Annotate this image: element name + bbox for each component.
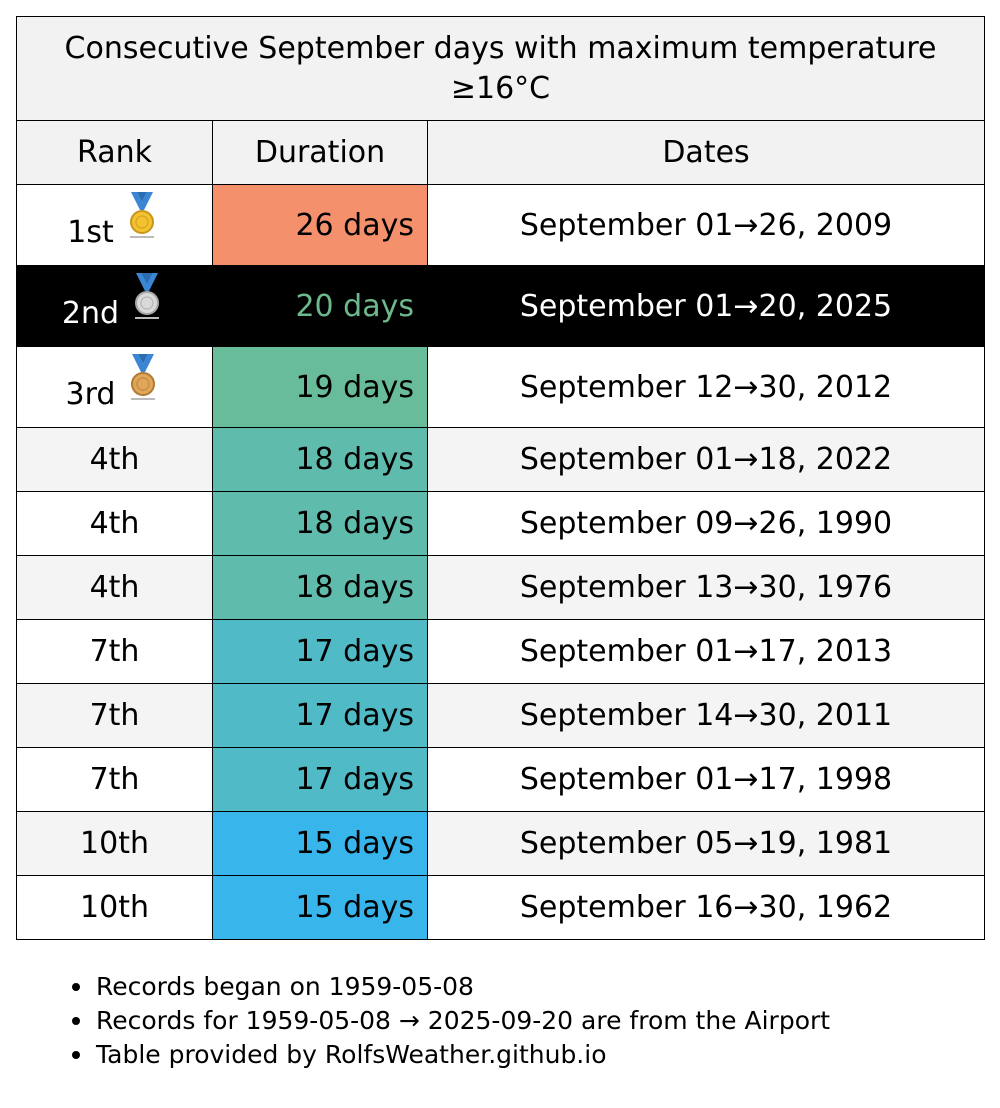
table-row: 10th 15 days September 16→30, 1962 (16, 875, 985, 940)
rank-cell: 4th (16, 491, 213, 556)
duration-cell: 17 days (212, 747, 428, 812)
silver-medal-icon (135, 273, 160, 319)
duration-cell: 18 days (212, 491, 428, 556)
rank-cell: 10th (16, 811, 213, 876)
rank-label: 4th (89, 442, 140, 477)
dates-cell: September 01→17, 1998 (427, 747, 985, 812)
table-row: 4th 18 days September 01→18, 2022 (16, 427, 985, 492)
table-body: 1st 26 days September 01→26, 2009 2nd 20 day… (16, 184, 985, 940)
rank-cell: 1st (16, 184, 213, 266)
bronze-medal-icon (131, 354, 156, 400)
duration-cell: 19 days (212, 346, 428, 428)
dates-cell: September 09→26, 1990 (427, 491, 985, 556)
duration-cell: 15 days (212, 811, 428, 876)
gold-medal-icon (129, 192, 154, 238)
rank-label: 4th (89, 570, 140, 605)
dates-cell: September 01→20, 2025 (427, 265, 985, 347)
rank-label: 7th (89, 634, 140, 669)
duration-cell: 18 days (212, 555, 428, 620)
rank-cell: 4th (16, 427, 213, 492)
rank-cell: 7th (16, 619, 213, 684)
table-row: 10th 15 days September 05→19, 1981 (16, 811, 985, 876)
rank-label: 10th (80, 890, 149, 925)
dates-cell: September 13→30, 1976 (427, 555, 985, 620)
rank-label: 10th (80, 826, 149, 861)
rank-cell: 4th (16, 555, 213, 620)
table-row: 4th 18 days September 09→26, 1990 (16, 491, 985, 556)
records-figure: Consecutive September days with maximum … (16, 16, 985, 1072)
rank-cell: 3rd (16, 346, 213, 428)
footnotes: Records began on 1959-05-08 Records for 1… (16, 970, 984, 1072)
table-row: 3rd 19 days September 12→30, 2012 (16, 346, 985, 428)
dates-cell: September 01→26, 2009 (427, 184, 985, 266)
duration-cell: 15 days (212, 875, 428, 940)
dates-cell: September 01→18, 2022 (427, 427, 985, 492)
footnote-item: Records began on 1959-05-08 (72, 970, 984, 1004)
duration-cell: 18 days (212, 427, 428, 492)
duration-cell: 20 days (212, 265, 428, 347)
dates-cell: September 12→30, 2012 (427, 346, 985, 428)
table-row: 7th 17 days September 14→30, 2011 (16, 683, 985, 748)
column-header-duration: Duration (212, 120, 428, 185)
table-row: 7th 17 days September 01→17, 1998 (16, 747, 985, 812)
records-table: Consecutive September days with maximum … (16, 16, 985, 940)
rank-cell: 7th (16, 747, 213, 812)
dates-cell: September 01→17, 2013 (427, 619, 985, 684)
footnote-item: Records for 1959-05-08 → 2025-09-20 are … (72, 1004, 984, 1038)
table-row: 1st 26 days September 01→26, 2009 (16, 184, 985, 266)
column-header-dates: Dates (427, 120, 985, 185)
rank-label: 1st (67, 215, 114, 250)
dates-cell: September 14→30, 2011 (427, 683, 985, 748)
rank-cell: 7th (16, 683, 213, 748)
table-row: 4th 18 days September 13→30, 1976 (16, 555, 985, 620)
table-title: Consecutive September days with maximum … (16, 16, 985, 121)
footnote-item: Table provided by RolfsWeather.github.io (72, 1038, 984, 1072)
table-row: 7th 17 days September 01→17, 2013 (16, 619, 985, 684)
rank-cell: 10th (16, 875, 213, 940)
dates-cell: September 16→30, 1962 (427, 875, 985, 940)
duration-cell: 17 days (212, 619, 428, 684)
dates-cell: September 05→19, 1981 (427, 811, 985, 876)
rank-label: 2nd (61, 296, 120, 331)
column-header-rank: Rank (16, 120, 213, 185)
rank-cell: 2nd (16, 265, 213, 347)
rank-label: 7th (89, 698, 140, 733)
table-row: 2nd 20 days September 01→20, 2025 (16, 265, 985, 347)
rank-label: 3rd (65, 377, 116, 412)
duration-cell: 26 days (212, 184, 428, 266)
rank-label: 7th (89, 762, 140, 797)
footnote-list: Records began on 1959-05-08 Records for 1… (72, 970, 984, 1072)
duration-cell: 17 days (212, 683, 428, 748)
rank-label: 4th (89, 506, 140, 541)
